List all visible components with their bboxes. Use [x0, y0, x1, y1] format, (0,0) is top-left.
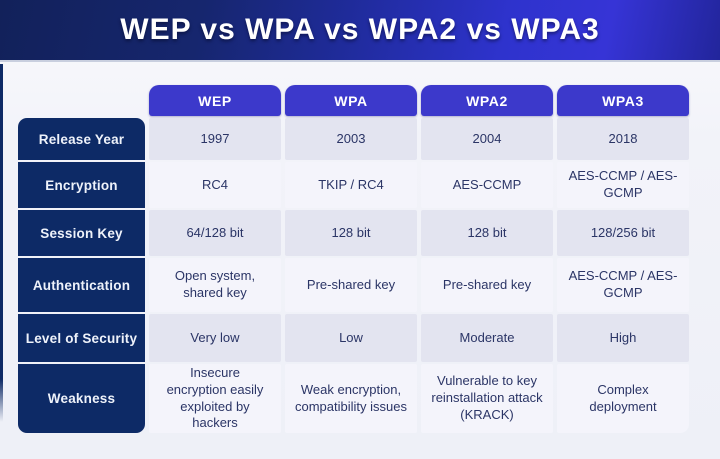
table-cell: Pre-shared key	[421, 258, 553, 312]
table-cell: 1997	[149, 118, 281, 160]
table-cell: AES-CCMP / AES-GCMP	[557, 258, 689, 312]
table-cell: Open system, shared key	[149, 258, 281, 312]
table-corner-spacer	[18, 85, 145, 116]
title-bar: WEP vs WPA vs WPA2 vs WPA3	[0, 0, 720, 62]
table-cell: Low	[285, 314, 417, 362]
table-cell: Very low	[149, 314, 281, 362]
table-cell: Moderate	[421, 314, 553, 362]
table-cell: 2003	[285, 118, 417, 160]
comparison-table: WEP WPA WPA2 WPA3 Release Year 1997 2003…	[18, 85, 689, 433]
table-cell: TKIP / RC4	[285, 162, 417, 208]
row-label-authentication: Authentication	[18, 258, 145, 312]
row-label-release-year: Release Year	[18, 118, 145, 160]
table-cell: 2004	[421, 118, 553, 160]
table-cell: 128/256 bit	[557, 210, 689, 256]
table-cell: Weak encryption, compatibility issues	[285, 364, 417, 433]
table-cell: Insecure encryption easily exploited by …	[149, 364, 281, 433]
table-cell: 128 bit	[421, 210, 553, 256]
column-header-wpa2: WPA2	[421, 85, 553, 116]
table-cell: High	[557, 314, 689, 362]
row-label-session-key: Session Key	[18, 210, 145, 256]
row-label-encryption: Encryption	[18, 162, 145, 208]
column-header-wpa: WPA	[285, 85, 417, 116]
table-cell: Vulnerable to key reinstallation attack …	[421, 364, 553, 433]
row-label-weakness: Weakness	[18, 364, 145, 433]
table-cell: AES-CCMP / AES-GCMP	[557, 162, 689, 208]
table-cell: Complex deployment	[557, 364, 689, 433]
table-cell: 64/128 bit	[149, 210, 281, 256]
table-cell: Pre-shared key	[285, 258, 417, 312]
table-cell: RC4	[149, 162, 281, 208]
column-header-wep: WEP	[149, 85, 281, 116]
row-label-level-of-security: Level of Security	[18, 314, 145, 362]
table-cell: AES-CCMP	[421, 162, 553, 208]
table-cell: 128 bit	[285, 210, 417, 256]
left-edge-strip	[0, 64, 3, 422]
page-title: WEP vs WPA vs WPA2 vs WPA3	[120, 13, 600, 46]
column-header-wpa3: WPA3	[557, 85, 689, 116]
table-cell: 2018	[557, 118, 689, 160]
